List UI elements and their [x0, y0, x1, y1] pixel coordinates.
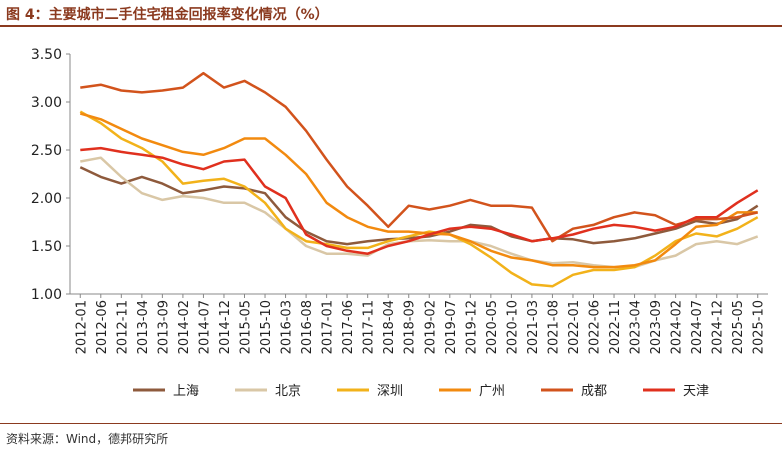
x-tick-label: 2022-06: [588, 300, 603, 354]
x-tick-label: 2023-04: [629, 300, 644, 354]
figure-title: 图 4：主要城市二手住宅租金回报率变化情况（%）: [6, 7, 329, 23]
x-tick-label: 2016-08: [300, 300, 315, 354]
x-tick-label: 2020-05: [485, 300, 500, 354]
legend-label: 天津: [683, 384, 709, 399]
legend-label: 深圳: [377, 384, 403, 399]
x-tick-label: 2014-12: [218, 300, 233, 354]
legend-label: 北京: [275, 384, 301, 399]
x-tick-label: 2015-10: [259, 300, 274, 354]
chart-axes: [69, 54, 768, 295]
source-note: 资料来源：Wind，德邦研究所: [6, 432, 169, 446]
y-tick-label: 2.00: [31, 191, 62, 207]
x-tick-label: 2025-05: [731, 300, 746, 354]
x-tick-label: 2021-08: [546, 300, 561, 354]
x-tick-label: 2019-12: [464, 300, 479, 354]
x-tick-label: 2017-11: [362, 300, 377, 354]
x-tick-label: 2016-03: [280, 300, 295, 354]
series-line: [80, 156, 759, 269]
x-tick-label: 2014-07: [197, 300, 212, 354]
title-rule: [0, 25, 782, 27]
x-tick-label: 2024-02: [670, 300, 685, 354]
x-axis-ticks: 2012-01 2012-06 2012-11 2013-04 2013-09 2014-…: [74, 294, 767, 354]
x-tick-label: 2013-09: [156, 300, 171, 354]
x-tick-label: 2012-06: [95, 300, 110, 354]
x-tick-label: 2025-10: [752, 300, 767, 354]
y-tick-label: 1.50: [31, 239, 62, 255]
series-line: [80, 146, 759, 255]
x-tick-label: 2020-10: [505, 300, 520, 354]
y-axis-ticks: 1.00 1.50 2.00 2.50 3.00 3.50: [31, 47, 70, 303]
legend-label: 成都: [581, 384, 607, 399]
chart-legend: 上海 北京 深圳 广州 成都 天津: [133, 384, 709, 399]
legend-label: 上海: [173, 384, 199, 399]
x-tick-label: 2022-11: [608, 300, 623, 354]
x-tick-label: 2012-11: [115, 300, 130, 354]
x-tick-label: 2018-09: [403, 300, 418, 354]
y-tick-label: 2.50: [31, 143, 62, 159]
y-tick-label: 3.50: [31, 47, 62, 63]
series-lines: [79, 71, 759, 288]
x-tick-label: 2013-04: [136, 300, 151, 354]
x-tick-label: 2012-01: [74, 300, 89, 354]
x-tick-label: 2022-01: [567, 300, 582, 354]
x-tick-label: 2017-06: [341, 300, 356, 354]
series-line: [80, 71, 758, 243]
x-tick-label: 2018-04: [382, 300, 397, 354]
x-tick-label: 2015-05: [239, 300, 254, 354]
x-tick-label: 2019-02: [423, 300, 438, 354]
y-tick-label: 3.00: [31, 95, 62, 111]
series-line: [79, 112, 758, 269]
x-tick-label: 2021-03: [526, 300, 541, 354]
x-tick-label: 2014-02: [177, 300, 192, 354]
series-line: [79, 110, 759, 288]
line-chart: 1.001.502.002.503.003.50 2012-01 2012-06 2…: [31, 47, 768, 399]
legend-label: 广州: [479, 384, 505, 399]
x-tick-label: 2019-07: [444, 300, 459, 354]
x-tick-label: 2024-12: [711, 300, 726, 354]
x-tick-label: 2024-07: [690, 300, 705, 354]
source-rule: [0, 423, 782, 424]
x-tick-label: 2023-09: [649, 300, 664, 354]
x-tick-label: 2017-01: [321, 300, 336, 354]
y-tick-label: 1.00: [31, 287, 62, 303]
